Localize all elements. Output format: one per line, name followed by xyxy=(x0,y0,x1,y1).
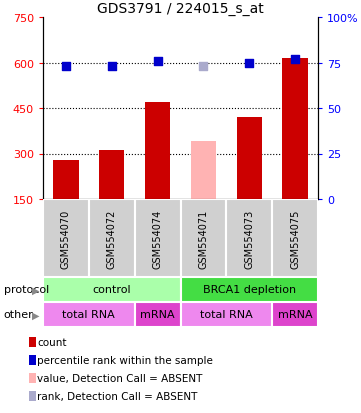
Bar xyxy=(272,199,318,277)
Text: GSM554072: GSM554072 xyxy=(107,209,117,268)
Text: GSM554071: GSM554071 xyxy=(199,209,208,268)
Text: percentile rank within the sample: percentile rank within the sample xyxy=(37,355,213,365)
Text: total RNA: total RNA xyxy=(62,310,115,320)
Bar xyxy=(89,199,135,277)
Text: ▶: ▶ xyxy=(32,310,40,320)
Bar xyxy=(180,302,272,327)
Bar xyxy=(43,302,135,327)
Bar xyxy=(226,199,272,277)
Text: GSM554075: GSM554075 xyxy=(290,209,300,268)
Text: other: other xyxy=(4,310,33,320)
Text: rank, Detection Call = ABSENT: rank, Detection Call = ABSENT xyxy=(37,391,197,401)
Text: GSM554074: GSM554074 xyxy=(153,209,162,268)
Point xyxy=(109,64,115,70)
Bar xyxy=(237,118,262,199)
Title: GDS3791 / 224015_s_at: GDS3791 / 224015_s_at xyxy=(97,2,264,16)
Text: ▶: ▶ xyxy=(32,285,40,295)
Point xyxy=(246,60,252,66)
Text: protocol: protocol xyxy=(4,285,49,295)
Point xyxy=(155,58,161,65)
Text: mRNA: mRNA xyxy=(140,310,175,320)
Point xyxy=(292,57,298,63)
Text: GSM554073: GSM554073 xyxy=(244,209,254,268)
Text: GSM554070: GSM554070 xyxy=(61,209,71,268)
Bar xyxy=(180,199,226,277)
Text: value, Detection Call = ABSENT: value, Detection Call = ABSENT xyxy=(37,373,203,383)
Bar xyxy=(43,277,180,302)
Text: control: control xyxy=(92,285,131,295)
Bar xyxy=(135,199,180,277)
Bar xyxy=(99,151,124,199)
Bar xyxy=(191,142,216,199)
Bar xyxy=(282,59,308,199)
Bar xyxy=(272,302,318,327)
Bar xyxy=(53,160,79,199)
Bar xyxy=(135,302,180,327)
Text: mRNA: mRNA xyxy=(278,310,312,320)
Text: count: count xyxy=(37,337,66,347)
Text: total RNA: total RNA xyxy=(200,310,253,320)
Text: BRCA1 depletion: BRCA1 depletion xyxy=(203,285,296,295)
Bar xyxy=(145,103,170,199)
Point xyxy=(63,64,69,70)
Bar xyxy=(43,199,89,277)
Point xyxy=(200,64,206,70)
Bar xyxy=(180,277,318,302)
